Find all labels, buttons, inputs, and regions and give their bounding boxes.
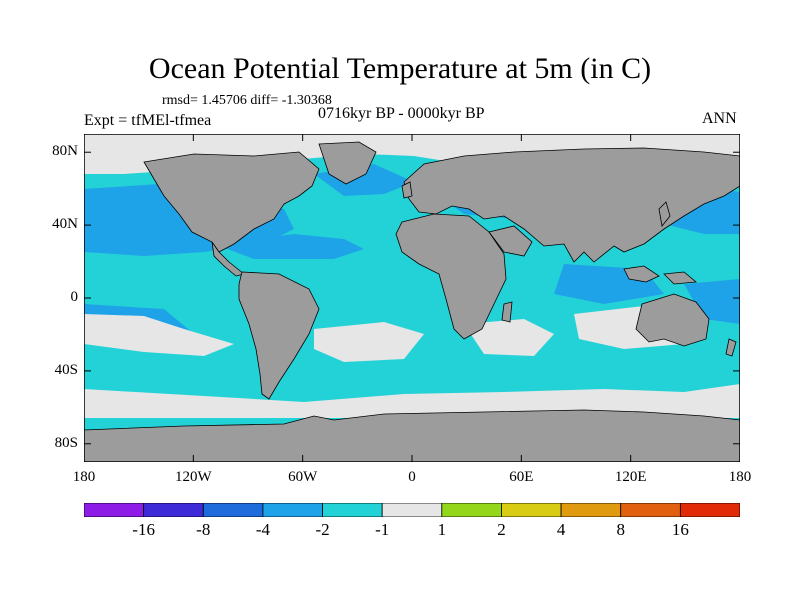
colorbar-swatch [84,503,145,517]
y-tick-label: 80S [54,434,78,451]
period-label: 0716kyr BP - 0000kyr BP [318,105,485,122]
colorbar-swatch [322,503,383,517]
australia [635,293,710,347]
x-tick-label: 0 [408,469,416,485]
antarctica [84,409,740,462]
stats-label: rmsd= 1.45706 diff= -1.30368 [162,93,332,108]
colorbar-label: -8 [196,520,211,539]
southeast-asia-islands [623,265,697,285]
colorbar-swatch [202,503,264,517]
colorbar-swatch [620,503,681,517]
colorbar-swatch [501,503,562,517]
experiment-label: Expt = tfMEl-tfmea [84,112,212,129]
colorbar-label: -4 [255,520,270,539]
map-ticks [84,134,740,462]
colorbar-label: 8 [616,520,625,539]
new-zealand [725,338,737,357]
africa [395,213,507,340]
eurasia [403,147,740,263]
colorbar-label: 1 [437,520,447,539]
japan [658,201,671,227]
world-map [84,134,740,462]
y-tick-label: 40N [52,216,78,233]
colorbar-swatch [560,503,622,517]
madagascar [501,301,513,323]
x-tick-label: 120E [614,469,647,485]
season-label: ANN [702,110,737,127]
arabia [488,225,533,257]
colorbar-swatch [143,503,204,517]
land-masses [84,141,740,462]
colorbar-label: 16 [671,520,689,539]
y-tick-label: 80N [52,143,78,160]
colorbar-label: -16 [132,520,155,539]
colorbar-swatch [441,503,502,517]
uk [401,181,413,199]
south-america [238,271,320,400]
colorbar-label: 2 [497,520,506,539]
x-tick-label: 180 [728,469,752,485]
colorbar-swatch [381,503,443,517]
x-tick-label: 180 [72,469,96,485]
x-tick-label: 60W [288,469,318,485]
y-tick-label: 0 [70,289,79,305]
y-tick-label: 40S [54,361,78,378]
plot-title: Ocean Potential Temperature at 5m (in C) [148,52,652,85]
colorbar-swatch [679,503,740,517]
greenland [318,141,377,185]
colorbar-swatch [262,503,323,517]
x-tick-label: 60E [509,469,534,485]
x-tick-label: 120W [174,469,212,485]
colorbar-label: -1 [375,520,390,539]
north-america [143,151,320,253]
colorbar [84,503,740,517]
colorbar-label: 4 [556,520,566,539]
colorbar-label: -2 [315,520,330,539]
